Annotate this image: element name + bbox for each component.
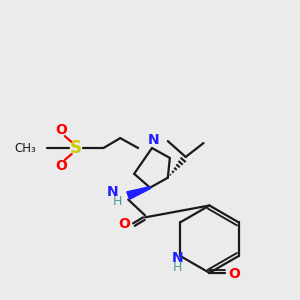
Text: S: S (70, 139, 82, 157)
Text: O: O (228, 267, 240, 281)
Text: N: N (148, 133, 160, 147)
Text: O: O (55, 159, 67, 173)
Text: H: H (113, 195, 122, 208)
Text: N: N (172, 251, 183, 265)
Text: O: O (55, 123, 67, 137)
Polygon shape (168, 154, 189, 178)
Text: N: N (107, 184, 118, 199)
Text: H: H (172, 261, 182, 274)
Text: CH₃: CH₃ (14, 142, 36, 154)
Text: O: O (118, 217, 130, 231)
Polygon shape (127, 187, 150, 199)
